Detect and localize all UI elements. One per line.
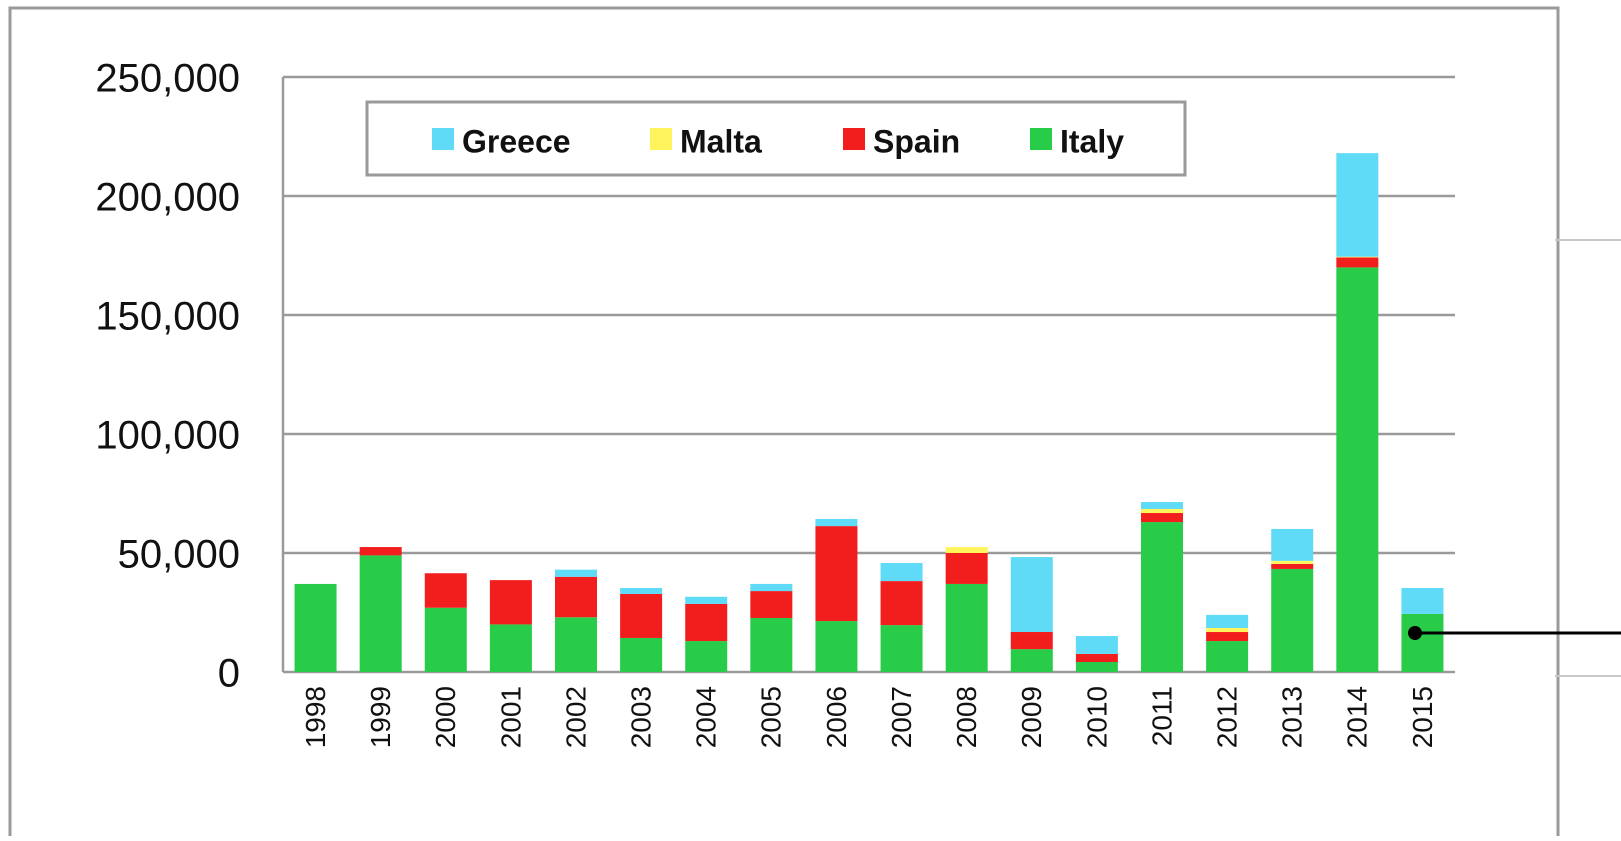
bar-segment xyxy=(359,555,402,672)
bar-segment xyxy=(1206,641,1249,672)
x-tick-label: 2013 xyxy=(1277,686,1308,748)
bar-segment xyxy=(945,583,988,672)
bar-segment xyxy=(489,624,532,672)
bar-segment xyxy=(1401,613,1444,672)
legend-label: Italy xyxy=(1060,123,1124,159)
bar-segment xyxy=(1336,256,1379,258)
x-tick-label: 2009 xyxy=(1016,686,1047,748)
bar-segment xyxy=(1010,557,1053,633)
legend-swatch xyxy=(650,128,672,150)
bar-segment xyxy=(750,583,793,592)
y-tick-label: 200,000 xyxy=(95,176,240,220)
legend-label: Greece xyxy=(462,123,571,159)
x-tick-label: 1999 xyxy=(365,686,396,748)
bar-segment xyxy=(685,596,728,604)
bar-segment xyxy=(620,637,663,672)
y-tick-label: 100,000 xyxy=(95,414,240,458)
legend-label: Spain xyxy=(873,123,960,159)
bar-segment xyxy=(750,617,793,672)
bar-segment xyxy=(1206,632,1249,642)
x-tick-label: 2001 xyxy=(495,686,526,748)
x-tick-label: 2012 xyxy=(1212,686,1243,748)
bar-segment xyxy=(1206,627,1249,633)
bar-segment xyxy=(1075,636,1118,654)
bar-segment xyxy=(815,621,858,672)
x-tick-label: 2010 xyxy=(1081,686,1112,748)
x-tick-label: 2003 xyxy=(626,686,657,748)
bar-segment xyxy=(1271,528,1314,561)
bar-segment xyxy=(1141,508,1183,514)
bar-segment xyxy=(294,583,337,672)
bar-segment xyxy=(424,607,467,672)
bar-segment xyxy=(1075,662,1118,672)
x-tick-label: 2006 xyxy=(821,686,852,748)
bar-segment xyxy=(1336,257,1379,268)
x-tick-label: 2004 xyxy=(691,686,722,748)
legend-swatch xyxy=(432,128,454,150)
x-tick-label: 2002 xyxy=(560,686,591,748)
bar-segment xyxy=(1271,568,1314,672)
bar-segment xyxy=(880,581,923,626)
x-tick-label: 2008 xyxy=(951,686,982,748)
bar-segment xyxy=(685,603,728,642)
bar-segment xyxy=(1075,653,1118,663)
bar-segment xyxy=(1141,513,1183,523)
bar-segment xyxy=(620,587,663,594)
bar-segment xyxy=(880,625,923,672)
y-tick-label: 0 xyxy=(218,652,240,696)
bar-segment xyxy=(424,573,467,608)
x-tick-label: 1998 xyxy=(300,686,331,748)
plot: 0 50,000 100,000 150,000 200,000 250,000 1998 1… xyxy=(95,57,1455,748)
y-tick-label: 50,000 xyxy=(118,533,240,577)
bar-segment xyxy=(1271,563,1314,569)
bar-segment xyxy=(685,641,728,672)
bar-segment xyxy=(1271,560,1314,564)
bar-segment xyxy=(1010,632,1053,650)
x-tick-label: 2000 xyxy=(430,686,461,748)
bar-segment xyxy=(1010,649,1053,672)
bar-segment xyxy=(945,547,988,553)
bar-segment xyxy=(880,562,923,582)
bar-segment xyxy=(1336,267,1379,672)
x-tick-label: 2007 xyxy=(886,686,917,748)
legend-swatch xyxy=(843,128,865,150)
pointer-dot xyxy=(1408,626,1422,640)
bar-segment xyxy=(359,547,402,556)
y-tick-label: 150,000 xyxy=(95,295,240,339)
bar-segment xyxy=(815,518,858,527)
bar-segment xyxy=(555,569,597,577)
x-tick-label: 2014 xyxy=(1342,686,1373,748)
bar-segment xyxy=(945,553,988,584)
bar-segment xyxy=(620,593,663,638)
x-tick-label: 2011 xyxy=(1146,686,1177,746)
bar-segment xyxy=(750,591,793,618)
y-tick-label: 250,000 xyxy=(95,57,240,101)
legend-swatch xyxy=(1030,128,1052,150)
legend-label: Malta xyxy=(680,123,762,159)
x-tick-label: 2015 xyxy=(1407,686,1438,748)
x-tick-label: 2005 xyxy=(756,686,787,748)
bar-segment xyxy=(1401,587,1444,614)
bar-segment xyxy=(1141,502,1183,509)
bar-segment xyxy=(555,576,597,618)
bar-segment xyxy=(489,580,532,625)
bar-segment xyxy=(555,617,597,672)
bar-segment xyxy=(1336,153,1379,257)
bar-segment xyxy=(1206,614,1249,628)
bar-segment xyxy=(815,526,858,622)
bar-segment xyxy=(1141,522,1183,672)
